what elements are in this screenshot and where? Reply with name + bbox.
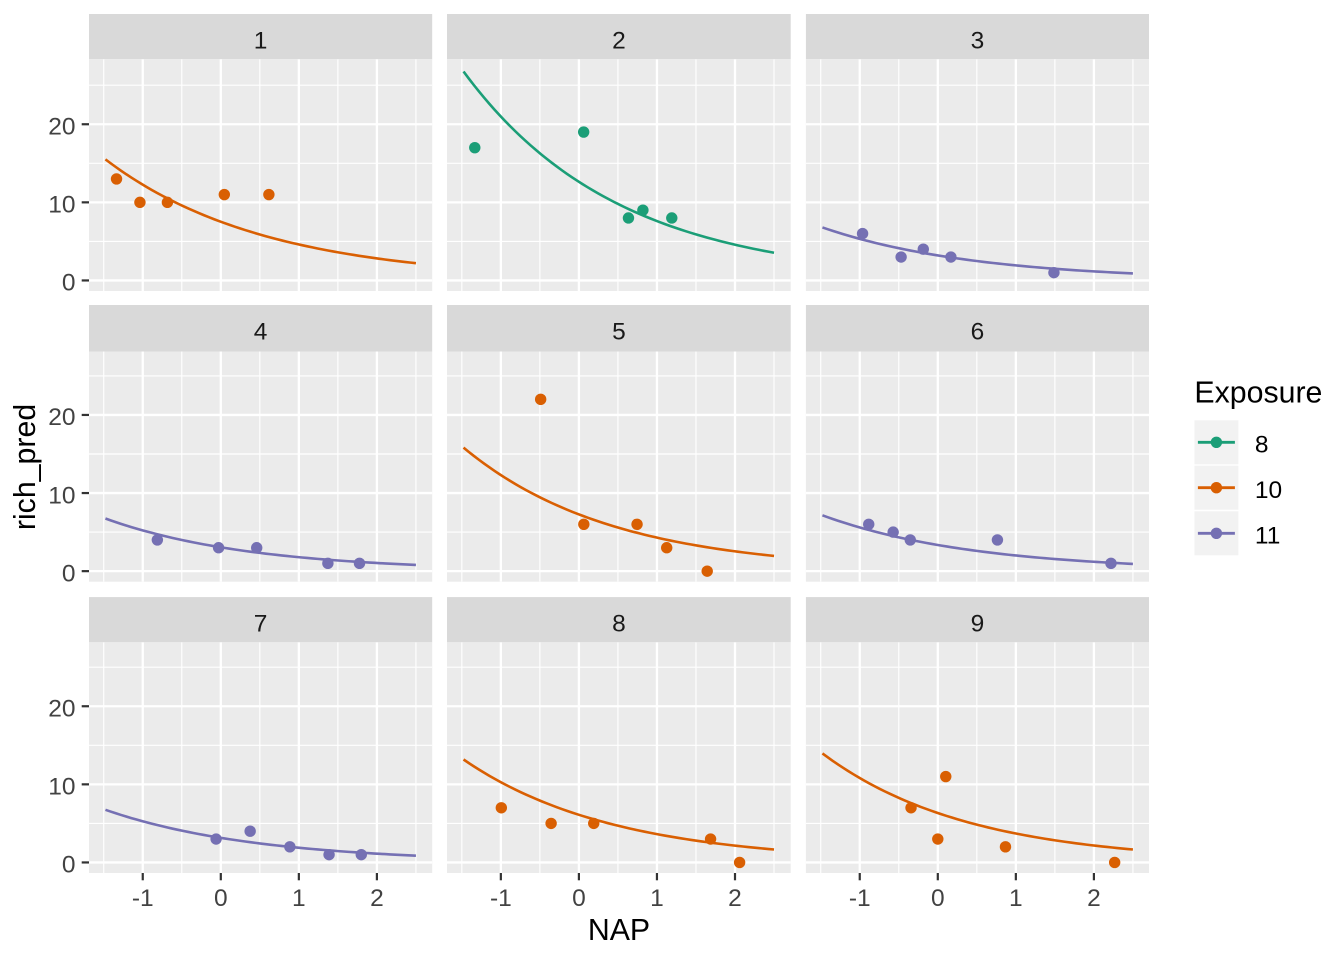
svg-text:10: 10 [48, 774, 75, 801]
svg-text:8: 8 [1255, 432, 1269, 459]
svg-text:4: 4 [254, 318, 268, 345]
svg-text:20: 20 [48, 695, 75, 722]
svg-text:NAP: NAP [588, 914, 650, 947]
svg-text:0: 0 [62, 560, 76, 587]
svg-text:0: 0 [931, 885, 945, 912]
svg-text:1: 1 [254, 27, 268, 54]
svg-text:0: 0 [572, 885, 586, 912]
svg-text:10: 10 [1255, 477, 1282, 504]
svg-text:8: 8 [612, 610, 626, 637]
svg-text:10: 10 [48, 482, 75, 509]
svg-text:1: 1 [1009, 885, 1023, 912]
svg-text:-1: -1 [849, 885, 871, 912]
svg-text:-1: -1 [490, 885, 512, 912]
svg-text:0: 0 [62, 852, 76, 879]
svg-text:20: 20 [48, 113, 75, 140]
svg-text:10: 10 [48, 192, 75, 219]
svg-text:-1: -1 [132, 885, 154, 912]
svg-text:11: 11 [1255, 523, 1280, 550]
svg-text:rich_pred: rich_pred [9, 404, 42, 530]
svg-text:3: 3 [971, 27, 985, 54]
svg-text:2: 2 [1087, 885, 1101, 912]
svg-text:20: 20 [48, 404, 75, 431]
svg-text:Exposure: Exposure [1194, 377, 1322, 410]
svg-text:1: 1 [292, 885, 306, 912]
svg-text:0: 0 [62, 270, 76, 297]
svg-text:2: 2 [728, 885, 742, 912]
svg-text:2: 2 [612, 27, 626, 54]
svg-text:1: 1 [650, 885, 664, 912]
svg-text:6: 6 [971, 318, 985, 345]
svg-text:9: 9 [971, 610, 985, 637]
svg-text:5: 5 [612, 318, 626, 345]
svg-text:0: 0 [214, 885, 228, 912]
svg-text:7: 7 [254, 610, 268, 637]
svg-text:2: 2 [370, 885, 384, 912]
